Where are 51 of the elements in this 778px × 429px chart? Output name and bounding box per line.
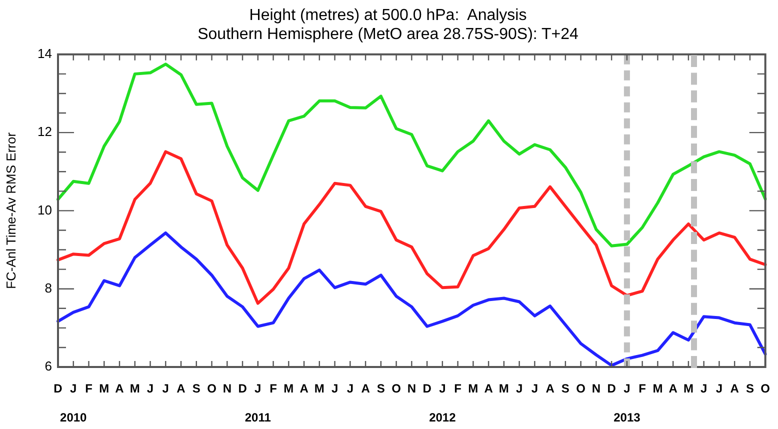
x-tick-label: D bbox=[422, 382, 432, 396]
x-tick-label: D bbox=[607, 382, 616, 396]
x-tick-label: M bbox=[683, 382, 694, 396]
x-tick-label: O bbox=[760, 382, 770, 396]
x-tick-label: A bbox=[730, 382, 740, 396]
x-tick-label: J bbox=[516, 382, 523, 396]
x-tick-label: A bbox=[484, 382, 494, 396]
y-tick-label: 6 bbox=[44, 358, 52, 374]
x-tick-label: S bbox=[746, 382, 754, 396]
x-tick-label: M bbox=[284, 382, 294, 396]
x-tick-label: F bbox=[270, 382, 277, 396]
chart-title: Height (metres) at 500.0 hPa: Analysis bbox=[249, 7, 527, 24]
x-tick-label: A bbox=[546, 382, 555, 396]
x-tick-label: F bbox=[85, 382, 92, 396]
x-tick-label: O bbox=[392, 382, 401, 396]
y-tick-label: 12 bbox=[38, 124, 52, 140]
x-tick-label: S bbox=[561, 382, 570, 396]
x-tick-label: O bbox=[576, 382, 586, 396]
x-tick-label: J bbox=[531, 382, 538, 396]
x-tick-label: N bbox=[407, 382, 416, 396]
x-tick-label: A bbox=[300, 382, 309, 396]
x-tick-label: J bbox=[716, 382, 723, 396]
x-tick-label: J bbox=[331, 382, 338, 396]
x-tick-label: J bbox=[346, 382, 354, 396]
y-axis-title: FC-Anl Time-Av RMS Error bbox=[3, 132, 18, 289]
x-tick-label: M bbox=[498, 382, 509, 396]
x-tick-label: O bbox=[207, 382, 216, 396]
x-tick-label: D bbox=[238, 382, 248, 396]
y-tick-label: 10 bbox=[38, 202, 52, 218]
x-tick-label: M bbox=[314, 382, 324, 396]
x-tick-label: A bbox=[176, 382, 186, 396]
x-tick-label: J bbox=[162, 382, 169, 396]
x-tick-label: M bbox=[130, 382, 140, 396]
x-tick-label: A bbox=[115, 382, 124, 396]
x-tick-label: A bbox=[361, 382, 370, 396]
x-tick-label: S bbox=[192, 382, 200, 396]
y-tick-label: 14 bbox=[38, 46, 52, 61]
x-tick-label: N bbox=[592, 382, 601, 396]
chart-subtitle: Southern Hemisphere (MetO area 28.75S-90S): T+24 bbox=[198, 26, 578, 44]
x-tick-label: S bbox=[376, 382, 385, 396]
x-tick-label: F bbox=[638, 382, 646, 396]
x-tick-label: M bbox=[652, 382, 663, 396]
y-tick-label: 8 bbox=[44, 280, 52, 296]
x-tick-label: F bbox=[454, 382, 462, 396]
x-tick-label: M bbox=[468, 382, 478, 396]
x-tick-label: N bbox=[222, 382, 232, 396]
x-tick-label: J bbox=[146, 382, 154, 396]
x-tick-label: J bbox=[700, 382, 708, 396]
x-tick-label: A bbox=[668, 382, 678, 396]
x-tick-label: D bbox=[54, 382, 63, 396]
x-tick-label: M bbox=[99, 382, 110, 396]
